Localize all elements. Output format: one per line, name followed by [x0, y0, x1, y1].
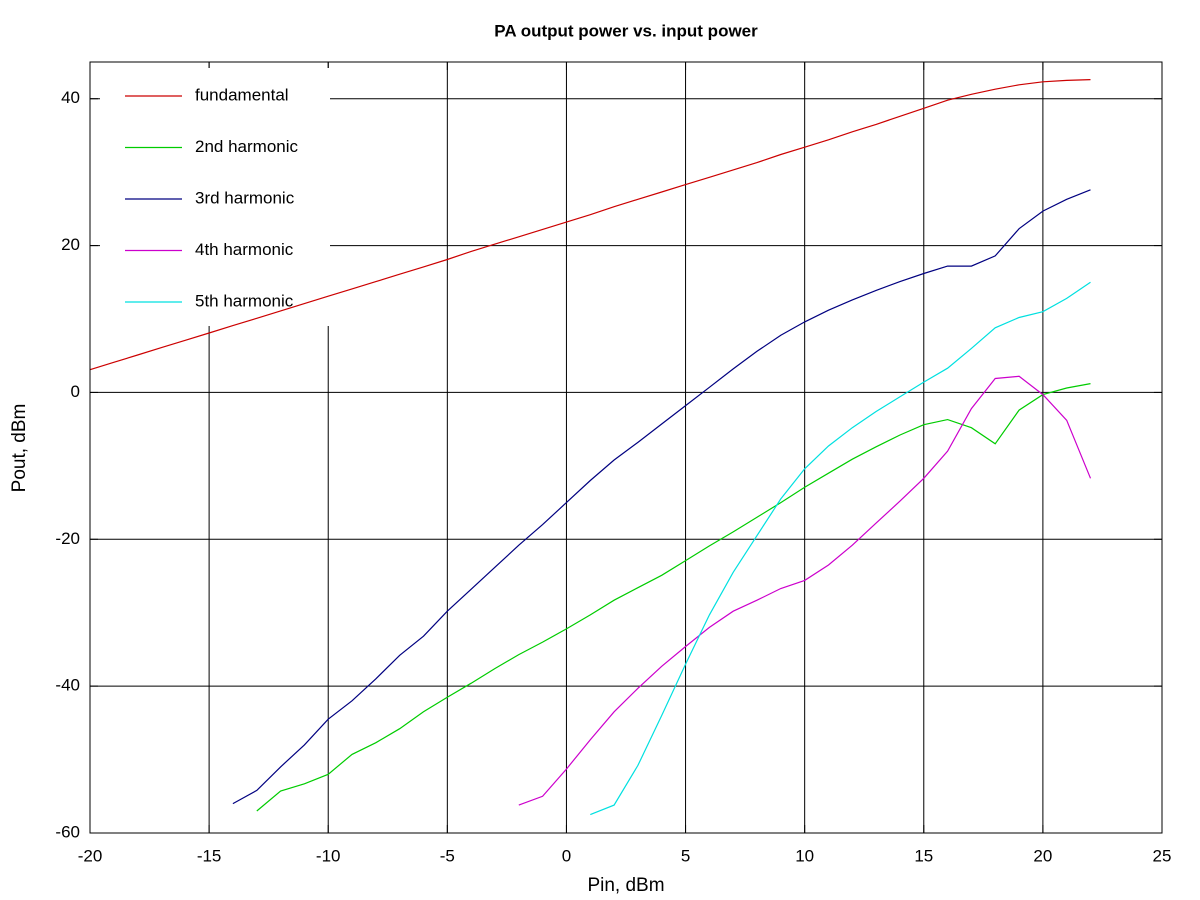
series-line	[518, 375, 1092, 806]
x-tick-label: 15	[914, 846, 933, 865]
plot-frame	[89, 61, 1163, 834]
y-tick-label: 20	[61, 235, 80, 254]
x-tick-label: -10	[316, 846, 341, 865]
series-line	[89, 79, 1091, 371]
legend-label: 5th harmonic	[195, 291, 294, 310]
x-tick-label: -20	[78, 846, 103, 865]
x-tick-label: 25	[1153, 846, 1172, 865]
series-line	[232, 189, 1091, 805]
x-tick-label: 5	[681, 846, 690, 865]
y-tick-label: 0	[71, 382, 80, 401]
y-tick-label: -60	[55, 822, 80, 841]
y-tick-label: 40	[61, 88, 80, 107]
legend-label: 3rd harmonic	[195, 188, 295, 207]
y-axis-label: Pout, dBm	[9, 404, 30, 493]
series-line	[256, 383, 1091, 812]
series-line	[590, 281, 1091, 816]
x-tick-label: 20	[1033, 846, 1052, 865]
legend-label: 4th harmonic	[195, 240, 294, 259]
x-axis-label: Pin, dBm	[587, 875, 664, 896]
chart-title: PA output power vs. input power	[494, 21, 758, 40]
legend-background	[100, 68, 330, 326]
x-tick-label: -5	[440, 846, 455, 865]
legend-label: 2nd harmonic	[195, 137, 299, 156]
y-tick-label: -40	[55, 676, 80, 695]
x-tick-label: -15	[197, 846, 222, 865]
x-tick-label: 0	[562, 846, 571, 865]
legend-label: fundamental	[195, 85, 289, 104]
x-tick-label: 10	[795, 846, 814, 865]
y-tick-label: -20	[55, 529, 80, 548]
